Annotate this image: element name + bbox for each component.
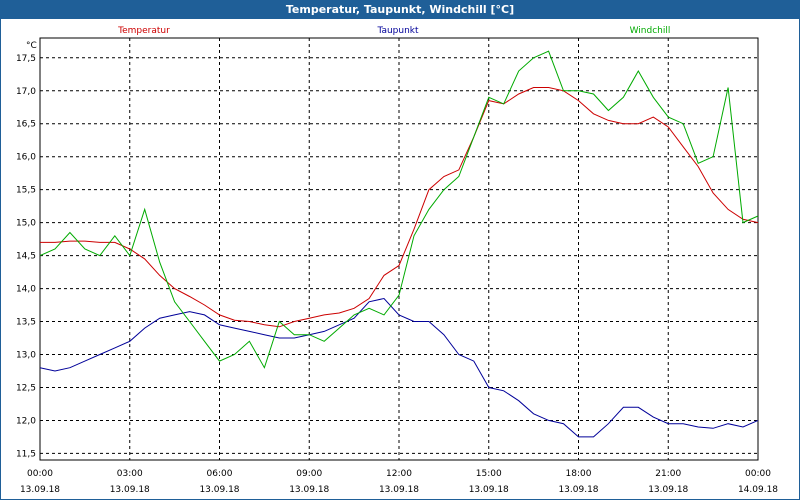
x-tick-time: 21:00: [655, 469, 681, 479]
y-axis-unit: °C: [26, 41, 37, 51]
x-tick-time: 06:00: [207, 469, 233, 479]
y-tick-label: 13,5: [16, 318, 36, 328]
window-title: Temperatur, Taupunkt, Windchill [°C]: [1, 1, 799, 19]
legend-temperatur: Temperatur: [117, 26, 170, 36]
y-axis-ticks: 11,5 12,0 12,5 13,0 13,5 14,0 14,5 15,0 15,5 16,0…: [16, 54, 36, 460]
x-tick-time: 00:00: [27, 469, 53, 479]
y-tick-label: 12,0: [16, 416, 36, 426]
series-lines: [39, 50, 759, 438]
x-tick-date: 13.09.18: [289, 485, 329, 495]
x-tick-date: 13.09.18: [20, 485, 60, 495]
x-tick-time: 09:00: [296, 469, 322, 479]
legend-taupunkt: Taupunkt: [376, 26, 419, 36]
series-line-taupunkt: [39, 297, 759, 438]
y-tick-label: 16,0: [16, 153, 36, 163]
x-axis-ticks: 00:00 13.09.18 03:00 13.09.18 06:00 13.09.18 0…: [20, 469, 778, 495]
x-tick-time: 00:00: [745, 469, 771, 479]
x-tick-date: 13.09.18: [558, 485, 598, 495]
y-tick-label: 12,5: [16, 383, 36, 393]
x-tick-time: 12:00: [386, 469, 412, 479]
series-line-windchill: [39, 50, 759, 369]
series-line-temperatur: [40, 87, 759, 328]
y-tick-label: 13,0: [16, 351, 36, 361]
x-tick-date: 14.09.18: [738, 485, 778, 495]
x-tick-time: 18:00: [566, 469, 592, 479]
y-tick-label: 14,0: [16, 285, 36, 295]
grid-lines: [40, 38, 758, 460]
x-tick-date: 13.09.18: [648, 485, 688, 495]
y-tick-label: 15,0: [16, 219, 36, 229]
x-tick-date: 13.09.18: [469, 485, 509, 495]
x-tick-date: 13.09.18: [110, 485, 150, 495]
y-tick-label: 14,5: [16, 252, 36, 262]
y-tick-label: 17,5: [16, 54, 36, 64]
legend-windchill: Windchill: [630, 26, 671, 36]
y-tick-label: 17,0: [16, 87, 36, 97]
x-tick-date: 13.09.18: [199, 485, 239, 495]
y-tick-label: 15,5: [16, 186, 36, 196]
y-tick-label: 11,5: [16, 449, 36, 459]
x-tick-time: 03:00: [117, 469, 143, 479]
x-tick-time: 15:00: [476, 469, 502, 479]
plot-area: [39, 37, 759, 461]
y-tick-label: 16,5: [16, 120, 36, 130]
x-tick-date: 13.09.18: [379, 485, 419, 495]
